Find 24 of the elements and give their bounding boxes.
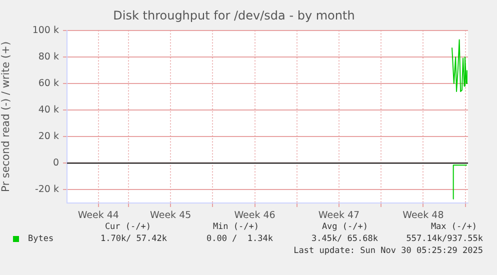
y-tick-label: 0 [52, 158, 59, 169]
y-axis-title: Pr second read (-) / write (+) [0, 41, 12, 192]
x-tick-label: Week 45 [150, 210, 192, 222]
y-tick-label: 80 k [38, 51, 60, 62]
y-tick-label: -20 k [34, 184, 60, 196]
x-tick-label: Week 48 [402, 210, 444, 222]
y-tick-label: 60 k [38, 78, 60, 89]
x-tick-label: Week 47 [318, 210, 360, 222]
legend-label: Bytes [28, 234, 54, 244]
y-tick-label: 100 k [32, 24, 60, 36]
x-tick-label: Week 44 [78, 210, 119, 222]
chart-title: Disk throughput for /dev/sda - by month [113, 8, 355, 22]
text: 557.14k/937.55k [406, 234, 483, 244]
text: 0.00 / 1.34k [206, 234, 273, 244]
text: Cur (-/+) [104, 222, 151, 232]
y-tick-label: 40 k [38, 104, 60, 116]
text: 1.70k/ 57.42k [100, 234, 167, 244]
y-tick-label: 20 k [38, 131, 60, 142]
text: 3.45k/ 65.68k [311, 234, 378, 244]
text: Max (-/+) [430, 222, 477, 232]
x-tick-label: Week 46 [234, 210, 276, 222]
text: Min (-/+) [212, 222, 259, 232]
text: Avg (-/+) [322, 222, 368, 232]
text: Last update: Sun Nov 30 05:25:29 2025 [294, 246, 483, 256]
